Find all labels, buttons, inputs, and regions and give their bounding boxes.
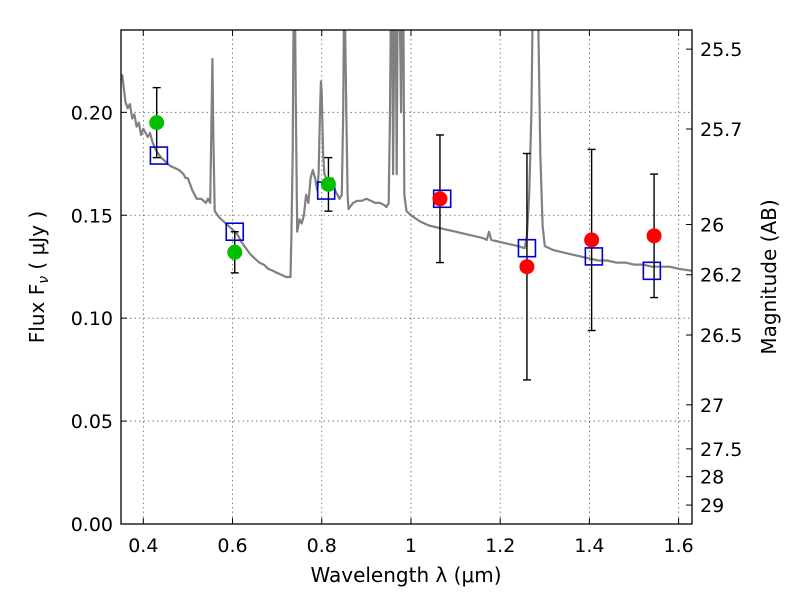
axis-ticks <box>121 30 692 525</box>
magnitude-tick-label: 25.7 <box>700 119 742 141</box>
observed-point-green <box>320 176 336 192</box>
magnitude-tick-label: 25.5 <box>700 39 742 61</box>
y-axis-label-main: Flux F <box>25 284 49 343</box>
x-tick-label: 0.8 <box>307 535 337 557</box>
x-tick-label: 1.6 <box>664 535 694 557</box>
observed-point-green <box>149 115 165 131</box>
magnitude-tick-labels: 25.5 25.7 26 26.2 26.5 27 27.5 28 29 <box>700 39 742 517</box>
model-photometry-square <box>517 238 537 258</box>
x-tick-label: 0.6 <box>217 535 247 557</box>
observed-point-red <box>584 232 600 248</box>
magnitude-tick-label: 28 <box>700 467 724 489</box>
x-tick-label: 0.4 <box>128 535 158 557</box>
y-tick-label: 0.00 <box>71 514 113 536</box>
y-tick-label: 0.15 <box>71 205 113 227</box>
x-tick-label: 1.2 <box>485 535 515 557</box>
magnitude-tick-label: 26 <box>700 215 724 237</box>
y-axis-label-subscript: ν <box>36 276 52 284</box>
observed-photometry-points <box>149 115 662 275</box>
model-photometry-square <box>149 146 169 165</box>
magnitude-tick-label: 27.5 <box>700 439 742 461</box>
y-tick-labels: 0.00 0.05 0.10 0.15 0.20 <box>71 102 113 536</box>
model-photometry-square <box>225 222 245 242</box>
magnitude-tick-label: 27 <box>700 395 724 417</box>
model-photometry-square <box>584 247 604 266</box>
x-tick-labels: 0.4 0.6 0.8 1 1.2 1.4 1.6 <box>128 535 694 557</box>
x-tick-label: 1.4 <box>574 535 604 557</box>
y-axis-label-unit: ( μJy ) <box>25 211 49 276</box>
x-tick-label: 1 <box>405 535 417 557</box>
y-tick-label: 0.10 <box>71 308 113 330</box>
x-axis-label: Wavelength λ (μm) <box>310 563 501 587</box>
observed-point-red <box>432 191 448 207</box>
y-tick-label: 0.20 <box>71 102 113 124</box>
magnitude-tick-label: 26.5 <box>700 325 742 347</box>
model-photometry-square <box>642 261 662 281</box>
observed-point-red <box>519 259 535 275</box>
right-axis-label: Magnitude (AB) <box>757 199 781 354</box>
observed-point-red <box>646 228 662 244</box>
magnitude-tick-label: 26.2 <box>700 265 742 287</box>
y-tick-label: 0.05 <box>71 411 113 433</box>
plot-frame <box>120 29 693 525</box>
y-axis-label: Flux Fν ( μJy ) <box>25 211 52 343</box>
plot-area <box>121 30 692 381</box>
observed-point-green <box>227 244 243 260</box>
magnitude-tick-label: 29 <box>700 495 724 517</box>
